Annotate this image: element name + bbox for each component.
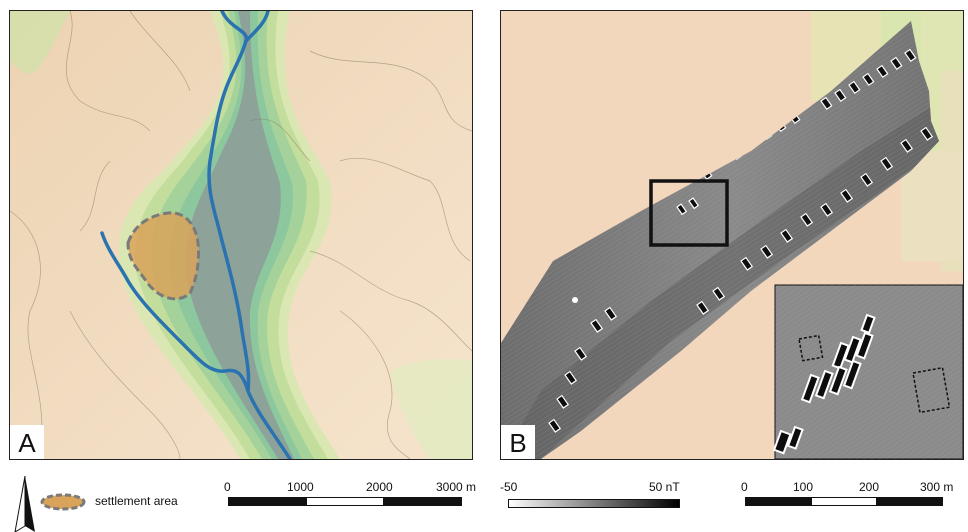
scale-b-tick-100: 100 <box>793 480 814 494</box>
panel-b-label: B <box>501 425 535 459</box>
magnetometer-max-label: 50 nT <box>649 480 680 494</box>
scale-a-tick-1000: 1000 <box>287 480 314 494</box>
settlement-legend-symbol <box>40 493 86 511</box>
river <box>100 11 292 459</box>
scale-a-tick-0: 0 <box>224 480 231 494</box>
scale-b-tick-0: 0 <box>741 480 748 494</box>
contour-lines <box>10 11 472 459</box>
upland-patch <box>390 359 472 459</box>
panel-b-magnetometer-survey: B <box>500 10 964 460</box>
scale-a-tick-3000: 3000 m <box>436 480 477 494</box>
detail-inset <box>772 284 963 459</box>
settlement-area <box>126 211 200 301</box>
magnetometer-color-ramp <box>508 499 680 508</box>
settlement-legend-label: settlement area <box>95 494 178 508</box>
magnetometer-min-label: -50 <box>500 480 518 494</box>
magnetometer-canvas <box>501 11 963 459</box>
detail-area-frame <box>649 179 729 247</box>
valley-contours <box>118 11 340 459</box>
upland-patch <box>10 11 70 74</box>
scale-b-tick-200: 200 <box>859 480 880 494</box>
panel-a-topographic-map: A <box>9 10 473 460</box>
topographic-map-canvas <box>10 11 472 459</box>
scale-a-tick-2000: 2000 <box>366 480 393 494</box>
panel-a-label: A <box>10 425 44 459</box>
scale-b-tick-300: 300 m <box>920 480 954 494</box>
survey-anomaly <box>572 297 578 303</box>
north-arrow-icon <box>14 475 35 532</box>
